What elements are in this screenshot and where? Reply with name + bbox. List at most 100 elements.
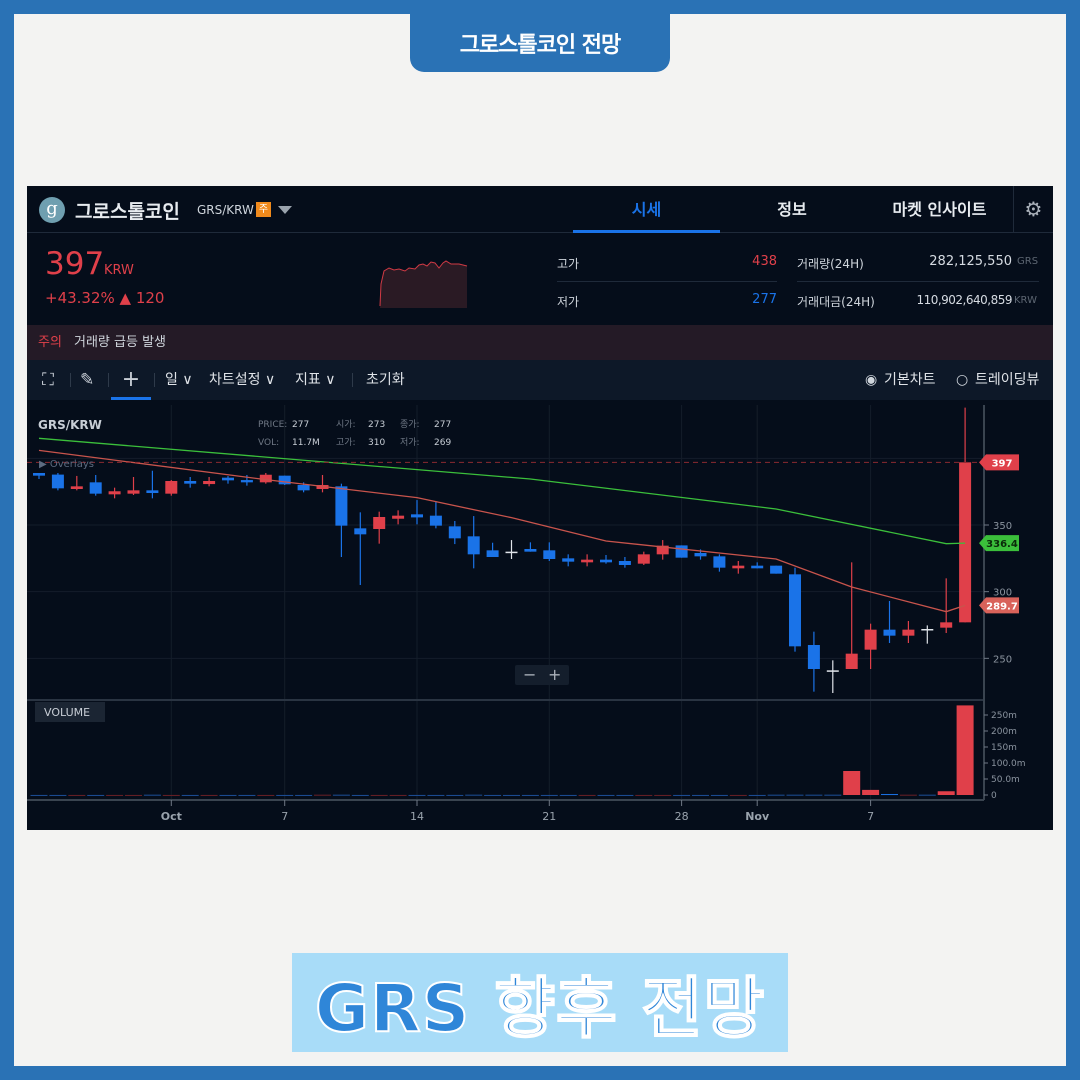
volume-bar <box>68 794 86 796</box>
volume-bar <box>200 794 218 796</box>
basic-chart-label[interactable]: 기본차트 <box>884 372 936 388</box>
candle-body <box>656 545 669 555</box>
amount-unit: KRW <box>1014 295 1037 306</box>
volume-tick-label: 50.0m <box>991 775 1020 785</box>
radio-tradingview-icon[interactable]: ○ <box>956 372 969 388</box>
tab-info[interactable]: 정보 <box>777 200 807 219</box>
price-tick-label: 300 <box>993 588 1012 599</box>
chart-settings-dropdown[interactable]: 차트설정 ∨ <box>209 372 276 388</box>
candle-body <box>826 670 839 672</box>
volume-tick-label: 100.0m <box>991 759 1026 769</box>
tooltip-low-label: 저가: <box>400 437 420 448</box>
candle-body <box>713 556 726 568</box>
crosshair-icon[interactable]: + <box>111 360 151 400</box>
volume-bar <box>295 794 313 796</box>
candle-body <box>581 559 594 563</box>
volume-bar <box>370 794 388 796</box>
candle-body <box>486 550 499 557</box>
candle-body <box>203 481 216 485</box>
volume-bar <box>805 794 823 796</box>
volume-bar <box>408 794 426 796</box>
candle-body <box>732 565 745 569</box>
sparkline <box>379 260 468 308</box>
candlestick-chart[interactable]: 250 300 350 0 50.0m 100.0m 150m 200m 250m Oct 7 14 2… <box>27 405 1053 830</box>
volume-bar <box>597 794 615 796</box>
volume-bar <box>351 794 369 796</box>
volume-bar <box>881 794 898 796</box>
divider <box>797 281 1039 282</box>
volume-bar <box>673 794 691 796</box>
coin-name: 그로스톨코인 <box>75 201 180 223</box>
volume-bar <box>748 794 766 796</box>
ma-short-line <box>38 449 966 613</box>
volume-bar <box>465 794 483 796</box>
overlays-toggle[interactable]: ▶ Overlays <box>39 459 94 470</box>
tooltip-high: 310 <box>368 438 385 448</box>
volume-bar <box>786 794 804 796</box>
candle-body <box>864 629 877 650</box>
candle-body <box>89 482 102 494</box>
chart-toolbar: ⛶ ✎ + 일 ∨ 차트설정 ∨ 지표 ∨ 초기화 ◉ 기본차트 ○ 트레이딩뷰 <box>27 360 1053 400</box>
tooltip-price-label: PRICE: <box>258 420 287 430</box>
indicators-dropdown[interactable]: 지표 ∨ <box>295 372 336 388</box>
date-tick-label: 28 <box>675 810 689 823</box>
warning-bar: 주의 거래량 급등 발생 <box>27 325 1053 360</box>
candle-body <box>789 574 801 647</box>
reset-button[interactable]: 초기화 <box>366 372 405 388</box>
volume-bar <box>238 794 256 796</box>
volume-bar <box>767 794 785 796</box>
pencil-icon[interactable]: ✎ <box>80 370 95 390</box>
price-label-text: 336.4 <box>986 539 1018 550</box>
volume-bar <box>635 794 653 796</box>
candle-body <box>70 486 83 489</box>
tab-quote[interactable]: 시세 <box>573 186 720 233</box>
candle-body <box>146 490 159 493</box>
zoom-out-button[interactable]: − <box>523 665 536 684</box>
volume-bar <box>540 794 558 796</box>
volume-value: 282,125,550 <box>929 254 1012 269</box>
candle-body <box>335 486 348 526</box>
caution-badge: 주 <box>256 202 271 217</box>
volume-bar <box>616 794 634 796</box>
gear-icon[interactable]: ⚙ <box>1013 186 1053 233</box>
volume-bar <box>219 794 237 796</box>
volume-bar <box>181 794 199 796</box>
bottom-banner: GRS 향후 전망 <box>292 953 788 1052</box>
tooltip-high-label: 고가: <box>336 437 356 448</box>
candle-body <box>940 622 953 628</box>
chevron-down-icon[interactable] <box>278 206 292 214</box>
volume-bar <box>30 794 48 796</box>
interval-dropdown[interactable]: 일 ∨ <box>165 372 193 388</box>
candle-body <box>751 565 764 569</box>
date-tick-label: 7 <box>867 810 874 823</box>
ma-long-line <box>38 437 966 545</box>
candle-body <box>33 473 45 476</box>
zoom-in-button[interactable]: + <box>548 665 561 684</box>
candle-body <box>505 551 518 554</box>
pair-label: GRS/KRW <box>197 203 254 217</box>
tradingview-label[interactable]: 트레이딩뷰 <box>975 372 1040 388</box>
candle-body <box>165 481 178 494</box>
tooltip-vol-label: VOL: <box>258 438 279 448</box>
candle-body <box>467 536 480 555</box>
candle-body <box>637 554 650 564</box>
radio-basic-chart-icon[interactable]: ◉ <box>865 372 878 388</box>
volume-bar <box>654 794 672 796</box>
volume-bar <box>956 705 974 795</box>
volume-bar <box>937 791 955 795</box>
price-label-tag <box>979 454 1019 471</box>
price-label-tag <box>979 597 1019 614</box>
candle-body <box>618 561 631 565</box>
volume-bar <box>521 794 539 796</box>
candle-body <box>278 475 291 485</box>
volume-label: VOLUME <box>44 706 90 719</box>
volume-bar <box>257 794 275 796</box>
low-value: 277 <box>752 292 777 307</box>
fullscreen-icon[interactable]: ⛶ <box>42 370 54 390</box>
volume-bar <box>87 794 105 796</box>
tab-market-insight[interactable]: 마켓 인사이트 <box>892 200 987 219</box>
candle-body <box>562 558 575 562</box>
candle-body <box>429 515 442 526</box>
divider <box>352 373 353 387</box>
volume-bar <box>862 789 880 795</box>
